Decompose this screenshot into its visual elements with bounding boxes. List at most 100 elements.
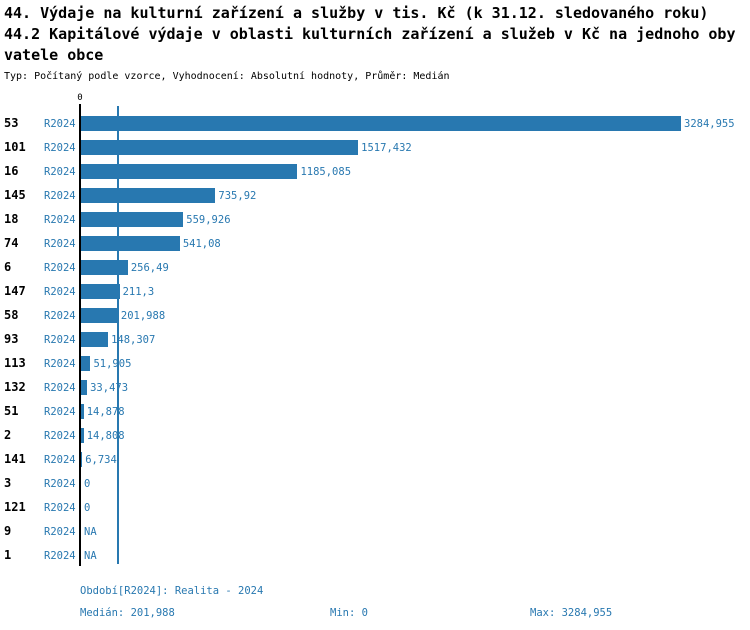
bar <box>81 404 84 419</box>
bar <box>81 236 180 251</box>
chart-row: 147 R2024 211,3 <box>0 280 750 304</box>
bar-chart: 0 53 R2024 3284,955 101 R2024 1517,432 16 R2024… <box>0 93 750 566</box>
row-bar-area: 201,988 <box>81 308 165 323</box>
row-period-label: R2024 <box>44 550 76 562</box>
row-bar-area: 541,08 <box>81 236 221 251</box>
row-value-label: 0 <box>84 501 91 514</box>
row-period-label: R2024 <box>44 430 76 442</box>
row-bar-area: 0 <box>81 500 90 515</box>
chart-row: 6 R2024 256,49 <box>0 256 750 280</box>
chart-row: 132 R2024 33,473 <box>0 376 750 400</box>
row-bar-area: 1517,432 <box>81 140 412 155</box>
chart-row: 51 R2024 14,878 <box>0 400 750 424</box>
row-category-label: 9 <box>4 524 12 538</box>
median-line <box>116 106 119 564</box>
row-bar-area: 51,905 <box>81 356 131 371</box>
row-category-label: 147 <box>4 284 26 298</box>
row-bar-area: 148,307 <box>81 332 155 347</box>
bar <box>81 332 109 347</box>
footer-stats: Medián: 201,988 Min: 0 Max: 3284,955 <box>0 607 750 623</box>
row-period-label: R2024 <box>44 502 76 514</box>
row-category-label: 1 <box>4 548 12 562</box>
row-bar-area: 735,92 <box>81 188 256 203</box>
bar <box>81 116 681 131</box>
row-value-label: 541,08 <box>182 237 221 250</box>
row-period-label: R2024 <box>44 118 76 130</box>
row-category-label: 3 <box>4 476 12 490</box>
row-category-label: 51 <box>4 404 19 418</box>
row-period-label: R2024 <box>44 286 76 298</box>
row-category-label: 16 <box>4 164 19 178</box>
bar <box>81 188 216 203</box>
chart-row: 141 R2024 6,734 <box>0 448 750 472</box>
row-bar-area: NA <box>81 548 97 563</box>
row-value-label: 559,926 <box>186 213 231 226</box>
row-period-label: R2024 <box>44 214 76 226</box>
row-value-label: 201,988 <box>120 309 166 322</box>
chart-row: 121 R2024 0 <box>0 496 750 520</box>
row-bar-area: 256,49 <box>81 260 169 275</box>
bar <box>81 452 83 467</box>
bar <box>81 380 88 395</box>
chart-row: 101 R2024 1517,432 <box>0 136 750 160</box>
bar <box>81 428 84 443</box>
row-value-label: NA <box>84 525 97 538</box>
chart-row: 58 R2024 201,988 <box>0 304 750 328</box>
row-value-label: 1517,432 <box>361 141 412 154</box>
bar <box>81 260 128 275</box>
row-category-label: 101 <box>4 140 26 154</box>
row-period-label: R2024 <box>44 262 76 274</box>
row-category-label: 121 <box>4 500 26 514</box>
bar <box>81 308 118 323</box>
row-period-label: R2024 <box>44 166 76 178</box>
row-value-label: 148,307 <box>111 333 156 346</box>
row-category-label: 53 <box>4 116 19 130</box>
chart-title-line3: vatele obce <box>4 46 104 64</box>
row-value-label: 14,808 <box>86 429 125 442</box>
chart-title-line2: 44.2 Kapitálové výdaje v oblasti kulturn… <box>4 25 736 43</box>
footer-max-label: Max: 3284,955 <box>530 607 613 619</box>
row-value-label: 33,473 <box>90 381 129 394</box>
chart-row: 16 R2024 1185,085 <box>0 160 750 184</box>
row-value-label: 51,905 <box>93 357 132 370</box>
row-value-label: 211,3 <box>122 285 155 298</box>
row-period-label: R2024 <box>44 406 76 418</box>
row-category-label: 141 <box>4 452 26 466</box>
row-period-label: R2024 <box>44 358 76 370</box>
chart-row: 53 R2024 3284,955 <box>0 112 750 136</box>
row-bar-area: 1185,085 <box>81 164 351 179</box>
row-period-label: R2024 <box>44 238 76 250</box>
row-category-label: 2 <box>4 428 12 442</box>
row-value-label: 6,734 <box>85 453 117 466</box>
row-bar-area: 33,473 <box>81 380 128 395</box>
row-period-label: R2024 <box>44 334 76 346</box>
row-period-label: R2024 <box>44 190 76 202</box>
chart-subtitle: Typ: Počítaný podle vzorce, Vyhodnocení:… <box>4 71 450 82</box>
row-value-label: NA <box>84 549 97 562</box>
row-bar-area: NA <box>81 524 97 539</box>
chart-row: 113 R2024 51,905 <box>0 352 750 376</box>
row-category-label: 145 <box>4 188 26 202</box>
row-bar-area: 0 <box>81 476 90 491</box>
chart-row: 3 R2024 0 <box>0 472 750 496</box>
footer-median-label: Medián: 201,988 <box>80 607 175 619</box>
row-bar-area: 211,3 <box>81 284 154 299</box>
row-category-label: 113 <box>4 356 26 370</box>
row-period-label: R2024 <box>44 526 76 538</box>
chart-row: 9 R2024 NA <box>0 520 750 544</box>
chart-row: 18 R2024 559,926 <box>0 208 750 232</box>
chart-row: 74 R2024 541,08 <box>0 232 750 256</box>
row-bar-area: 559,926 <box>81 212 231 227</box>
chart-row: 145 R2024 735,92 <box>0 184 750 208</box>
row-bar-area: 6,734 <box>81 452 117 467</box>
bar <box>81 140 359 155</box>
row-bar-area: 3284,955 <box>81 116 735 131</box>
bar <box>81 212 184 227</box>
chart-row: 93 R2024 148,307 <box>0 328 750 352</box>
bar <box>81 284 120 299</box>
footer-min-label: Min: 0 <box>330 607 368 619</box>
title-block: 44. Výdaje na kulturní zařízení a služby… <box>4 3 736 87</box>
row-category-label: 93 <box>4 332 19 346</box>
row-value-label: 14,878 <box>86 405 125 418</box>
